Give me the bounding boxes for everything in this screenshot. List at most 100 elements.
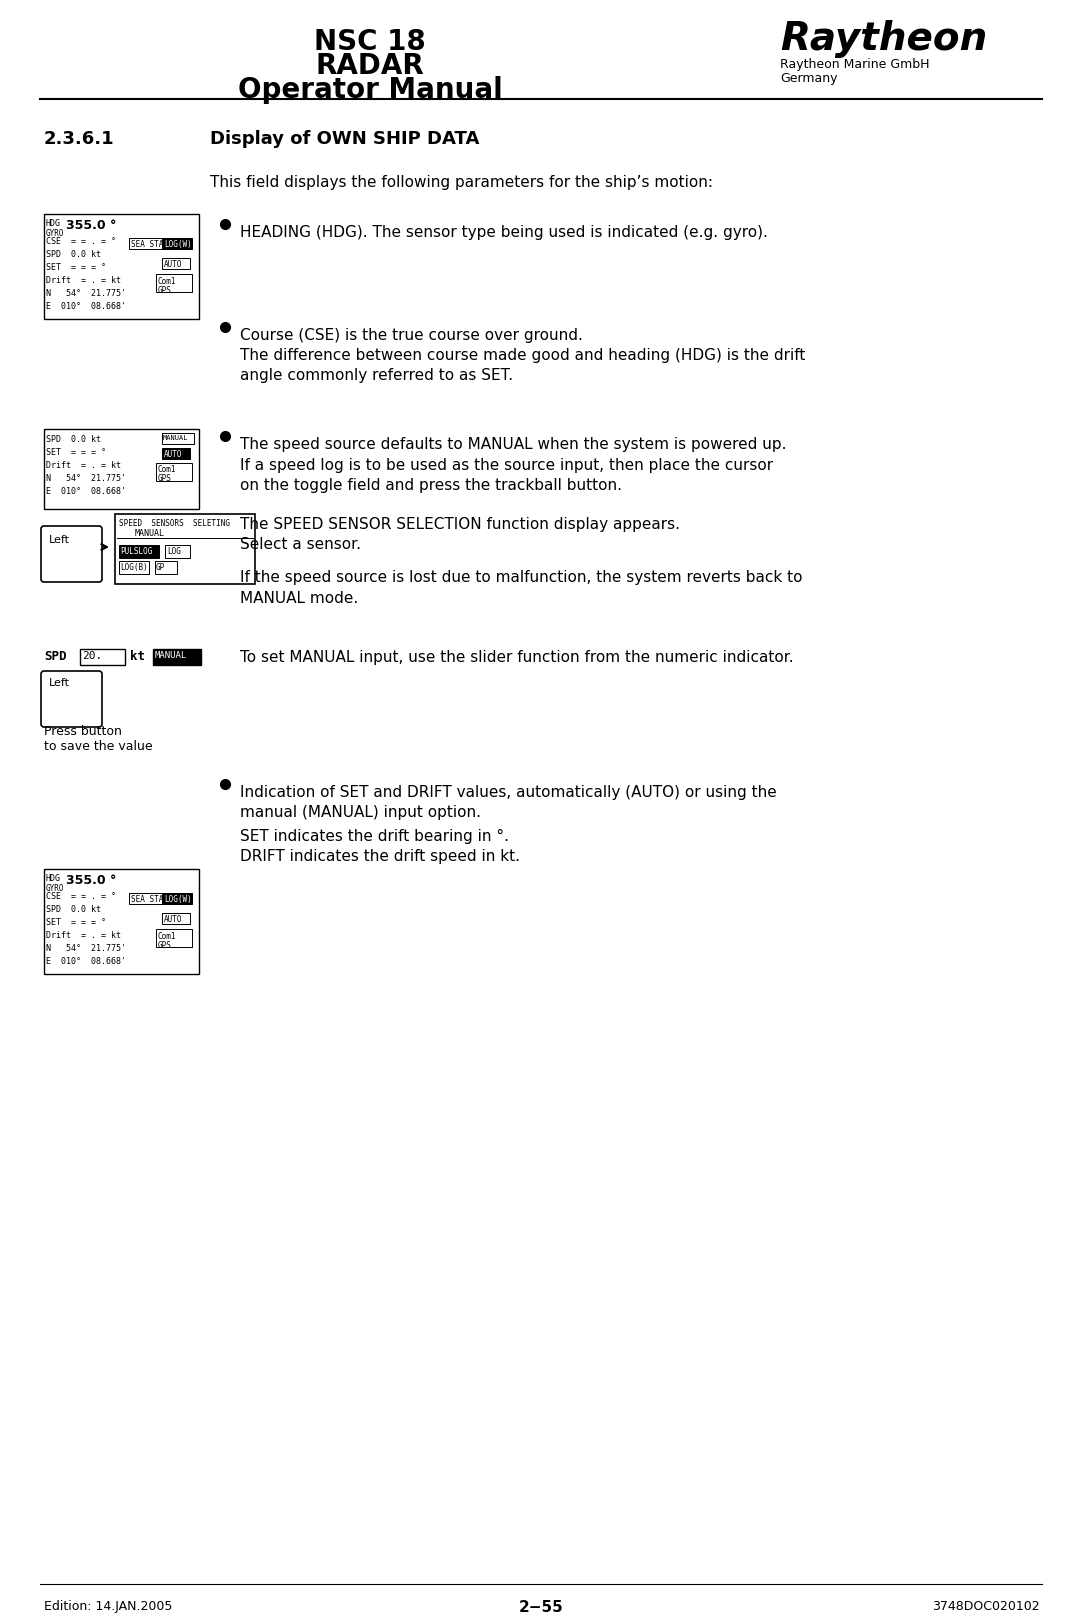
Text: GYRO: GYRO [47,229,65,239]
Text: Select a sensor.: Select a sensor. [240,537,361,552]
FancyBboxPatch shape [156,274,192,292]
Text: DRIFT indicates the drift speed in kt.: DRIFT indicates the drift speed in kt. [240,849,520,863]
Text: HDG: HDG [47,873,61,883]
Text: SPD  0.0 kt: SPD 0.0 kt [47,435,101,443]
Text: SET  = = = °: SET = = = ° [47,917,106,927]
Text: 2−55: 2−55 [518,1599,564,1613]
FancyBboxPatch shape [41,527,102,583]
FancyBboxPatch shape [44,430,199,510]
Text: AUTO: AUTO [164,450,183,459]
Text: Operator Manual: Operator Manual [238,76,502,104]
Text: Com1: Com1 [158,932,176,940]
Text: Left: Left [49,534,70,545]
Text: N   54°  21.775': N 54° 21.775' [47,474,126,482]
Text: To set MANUAL input, use the slider function from the numeric indicator.: To set MANUAL input, use the slider func… [240,649,793,664]
Text: GP: GP [156,563,166,571]
Text: E  010°  08.668': E 010° 08.668' [47,956,126,966]
FancyBboxPatch shape [115,514,255,584]
FancyBboxPatch shape [162,893,192,904]
FancyBboxPatch shape [162,448,190,459]
Text: MANUAL: MANUAL [155,651,187,659]
Text: kt: kt [130,649,145,662]
FancyBboxPatch shape [129,893,164,904]
FancyBboxPatch shape [41,672,102,727]
Text: GPS: GPS [158,286,172,295]
Text: The SPEED SENSOR SELECTION function display appears.: The SPEED SENSOR SELECTION function disp… [240,516,679,532]
Text: angle commonly referred to as SET.: angle commonly referred to as SET. [240,368,513,383]
FancyBboxPatch shape [119,562,149,575]
Text: 355.0 °: 355.0 ° [66,873,117,886]
Text: GPS: GPS [158,940,172,949]
Text: N   54°  21.775': N 54° 21.775' [47,943,126,953]
Text: Drift  = . = kt: Drift = . = kt [47,461,121,469]
Text: E  010°  08.668': E 010° 08.668' [47,487,126,495]
Text: AUTO: AUTO [164,914,183,923]
Text: Drift  = . = kt: Drift = . = kt [47,276,121,284]
Text: 3748DOC020102: 3748DOC020102 [933,1599,1040,1612]
Text: PULSLOG: PULSLOG [120,547,153,555]
Text: SPD  0.0 kt: SPD 0.0 kt [47,250,101,258]
FancyBboxPatch shape [164,545,190,558]
Text: The difference between course made good and heading (HDG) is the drift: The difference between course made good … [240,347,805,364]
Text: LOG(W): LOG(W) [164,240,192,248]
Text: Raytheon: Raytheon [780,19,987,58]
Text: This field displays the following parameters for the ship’s motion:: This field displays the following parame… [210,175,713,190]
FancyBboxPatch shape [153,649,201,665]
Text: Germany: Germany [780,71,837,84]
Text: on the toggle field and press the trackball button.: on the toggle field and press the trackb… [240,477,622,493]
Text: Press button: Press button [44,724,122,737]
Text: CSE  = = . = °: CSE = = . = ° [47,237,116,245]
FancyBboxPatch shape [156,464,192,482]
Text: manual (MANUAL) input option.: manual (MANUAL) input option. [240,805,481,820]
Text: SPEED  SENSORS  SELETING: SPEED SENSORS SELETING [119,519,230,527]
Text: N   54°  21.775': N 54° 21.775' [47,289,126,297]
FancyBboxPatch shape [44,214,199,320]
Text: SET indicates the drift bearing in °.: SET indicates the drift bearing in °. [240,828,509,844]
Text: If the speed source is lost due to malfunction, the system reverts back to: If the speed source is lost due to malfu… [240,570,803,584]
Text: Course (CSE) is the true course over ground.: Course (CSE) is the true course over gro… [240,328,583,342]
Text: HDG: HDG [47,219,61,227]
FancyBboxPatch shape [119,545,159,558]
FancyBboxPatch shape [44,870,199,974]
Text: SPD: SPD [44,649,66,662]
FancyBboxPatch shape [129,239,164,250]
FancyBboxPatch shape [162,914,190,925]
Text: NSC 18: NSC 18 [314,28,426,55]
Text: LOG(W): LOG(W) [164,894,192,904]
Text: 20.: 20. [82,651,103,661]
FancyBboxPatch shape [162,239,192,250]
FancyBboxPatch shape [80,649,126,665]
Text: AUTO: AUTO [164,260,183,269]
Text: SEA STAB: SEA STAB [131,240,168,248]
Text: MANUAL: MANUAL [163,435,188,441]
Text: to save the value: to save the value [44,740,153,753]
Text: GYRO: GYRO [47,883,65,893]
Text: 2.3.6.1: 2.3.6.1 [44,130,115,148]
Text: Indication of SET and DRIFT values, automatically (AUTO) or using the: Indication of SET and DRIFT values, auto… [240,784,777,800]
Text: RADAR: RADAR [316,52,424,80]
Text: Com1: Com1 [158,278,176,286]
FancyBboxPatch shape [156,930,192,948]
Text: MANUAL: MANUAL [135,529,164,537]
Text: GPS: GPS [158,474,172,482]
Text: The speed source defaults to MANUAL when the system is powered up.: The speed source defaults to MANUAL when… [240,437,787,451]
Text: SPD  0.0 kt: SPD 0.0 kt [47,904,101,914]
Text: 355.0 °: 355.0 ° [66,219,117,232]
FancyBboxPatch shape [155,562,177,575]
Text: LOG(B): LOG(B) [120,563,148,571]
FancyBboxPatch shape [162,258,190,269]
Text: E  010°  08.668': E 010° 08.668' [47,302,126,312]
Text: CSE  = = . = °: CSE = = . = ° [47,891,116,901]
Text: MANUAL mode.: MANUAL mode. [240,591,358,605]
Text: Display of OWN SHIP DATA: Display of OWN SHIP DATA [210,130,479,148]
Text: SET  = = = °: SET = = = ° [47,448,106,456]
Text: LOG: LOG [167,547,181,555]
Text: Raytheon Marine GmbH: Raytheon Marine GmbH [780,58,929,71]
Text: Drift  = . = kt: Drift = . = kt [47,930,121,940]
Text: SEA STAB: SEA STAB [131,894,168,904]
FancyBboxPatch shape [162,433,194,445]
Text: Com1: Com1 [158,464,176,474]
Text: Left: Left [49,677,70,688]
Text: SET  = = = °: SET = = = ° [47,263,106,271]
Text: HEADING (HDG). The sensor type being used is indicated (e.g. gyro).: HEADING (HDG). The sensor type being use… [240,226,768,240]
